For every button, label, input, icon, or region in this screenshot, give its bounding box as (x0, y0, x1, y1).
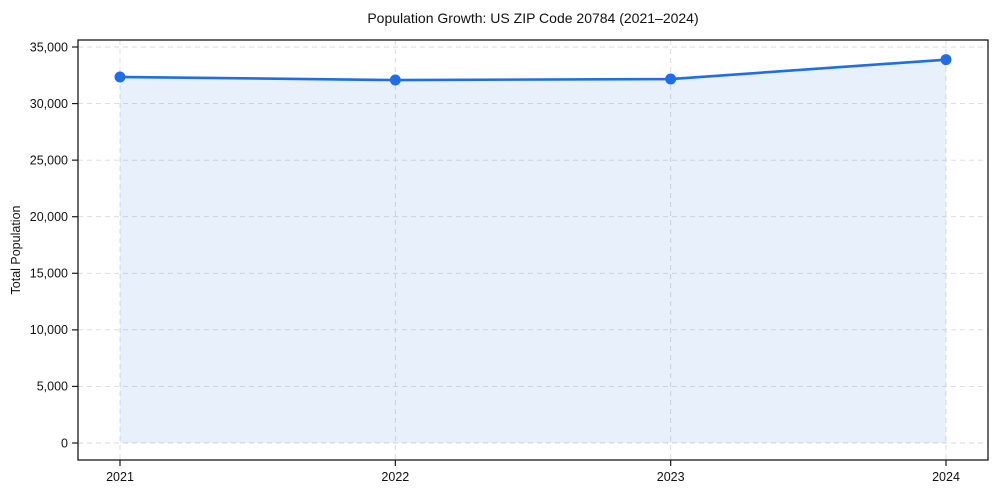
x-tick-label: 2024 (932, 470, 960, 484)
y-tick-label: 20,000 (30, 210, 68, 224)
plot-border (77, 39, 989, 461)
data-line (118, 58, 948, 82)
x-tick-label: 2023 (657, 470, 685, 484)
area-fill (120, 59, 946, 444)
x-tick-label: 2021 (106, 470, 134, 484)
y-tick-label: 0 (61, 436, 68, 450)
y-axis-label: Total Population (9, 205, 23, 295)
y-tick-label: 35,000 (30, 40, 68, 54)
chart-title: Population Growth: US ZIP Code 20784 (20… (367, 10, 699, 26)
data-point (665, 73, 677, 85)
x-tick-label: 2022 (381, 470, 409, 484)
y-tick-label: 10,000 (30, 323, 68, 337)
data-point (940, 54, 952, 66)
y-tick-label: 25,000 (30, 153, 68, 167)
y-tick-label: 30,000 (30, 97, 68, 111)
y-tick-label: 5,000 (37, 380, 68, 394)
data-point (389, 74, 401, 86)
y-tick-label: 15,000 (30, 267, 68, 281)
data-point (114, 71, 126, 83)
